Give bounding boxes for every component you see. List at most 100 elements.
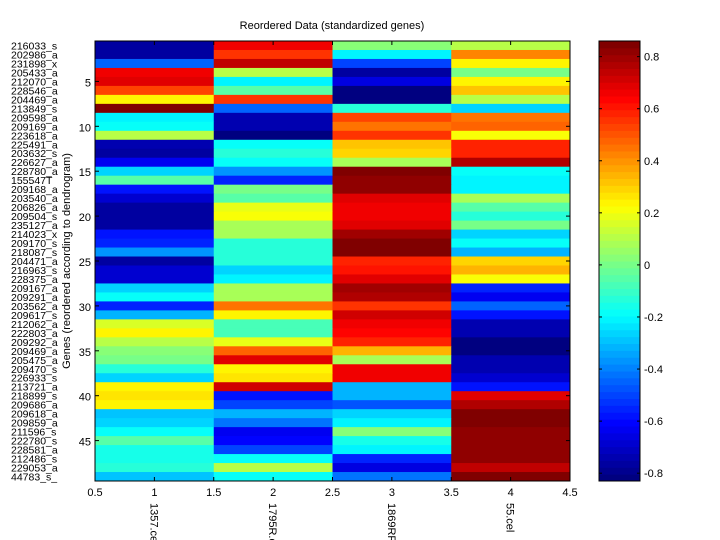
colorbar-band	[599, 116, 640, 124]
heatmap-cell	[451, 157, 571, 168]
row-label: 209504_s	[11, 211, 57, 223]
heatmap-cell	[332, 175, 452, 186]
row-label: 222780_s	[11, 436, 57, 448]
colorbar-band	[599, 102, 640, 111]
colorbar-band	[599, 302, 640, 310]
colorbar-band	[599, 89, 640, 97]
row-label: 231898_x	[11, 58, 58, 70]
heatmap-cell	[451, 427, 571, 437]
heatmap-cell	[95, 58, 215, 69]
row-label: 212486_s	[11, 454, 57, 466]
heatmap-cell	[451, 58, 571, 69]
heatmap-cell	[332, 292, 452, 302]
heatmap-cell	[332, 41, 452, 51]
y-tick-label: 45	[79, 437, 91, 449]
heatmap-cell	[332, 49, 452, 60]
heatmap-cell	[451, 355, 571, 365]
row-label: 228546_a	[11, 85, 58, 97]
heatmap-cell	[451, 328, 571, 338]
colorbar-band	[599, 54, 640, 63]
heatmap-cell	[451, 391, 571, 401]
heatmap-cell	[332, 76, 452, 87]
heatmap-cell	[332, 391, 452, 401]
heatmap-cell	[213, 148, 333, 159]
row-label: 228780_a	[11, 166, 58, 178]
heatmap-cell	[332, 157, 452, 168]
row-label: 212062_a	[11, 319, 58, 331]
colorbar-band	[599, 247, 640, 255]
heatmap-cell	[213, 472, 333, 482]
heatmap-cell	[451, 121, 571, 132]
heatmap-cell	[451, 301, 571, 311]
heatmap-cell	[213, 292, 333, 302]
heatmap-cell	[95, 409, 215, 419]
colorbar-band	[599, 96, 640, 104]
heatmap-cell	[451, 454, 571, 464]
heatmap-cell	[95, 85, 215, 96]
heatmap-cell	[95, 445, 215, 455]
heatmap-cell	[332, 337, 452, 347]
heatmap-cell	[451, 409, 571, 419]
heatmap-cell	[213, 130, 333, 141]
heatmap-cell	[213, 157, 333, 168]
heatmap-cell	[213, 211, 333, 222]
row-label: 228581_a	[11, 445, 58, 457]
row-label: 213849_s	[11, 103, 57, 115]
heatmap-cell	[451, 238, 571, 249]
heatmap-cell	[95, 148, 215, 159]
chart-title: Reordered Data (standardized genes)	[240, 20, 425, 32]
heatmap-cell	[213, 346, 333, 356]
row-label: 206826_a	[11, 202, 58, 214]
heatmap-cell	[451, 292, 571, 302]
colorbar-band	[599, 240, 640, 248]
colorbar-tick-label: -0.4	[644, 364, 663, 376]
colorbar-band	[599, 377, 640, 386]
colorbar-band	[599, 254, 640, 262]
row-label: 228375_a	[11, 274, 58, 286]
heatmap-cell	[95, 112, 215, 123]
colorbar-band	[599, 460, 640, 468]
heatmap-cell	[95, 382, 215, 392]
colorbar-band	[599, 109, 640, 118]
colorbar-band	[599, 426, 640, 434]
row-label: 209169_a	[11, 121, 58, 133]
heatmap-cell	[95, 310, 215, 320]
colorbar-band	[599, 157, 640, 166]
x-tick-label: 4	[508, 487, 514, 499]
colorbar-band	[599, 219, 640, 228]
heatmap-cell	[451, 310, 571, 320]
heatmap-cell	[451, 346, 571, 356]
heatmap-cell	[95, 346, 215, 356]
heatmap-cell	[95, 463, 215, 473]
heatmap-cell	[451, 256, 571, 266]
colorbar-band	[599, 144, 640, 152]
colorbar-band	[599, 474, 640, 482]
colorbar-band	[599, 336, 640, 344]
heatmap-cell	[95, 283, 215, 293]
heatmap-cell	[332, 211, 452, 222]
heatmap-cell	[332, 472, 452, 482]
x-tick-label: 0.5	[87, 487, 102, 499]
heatmap-cell	[213, 58, 333, 69]
colorbar-band	[599, 343, 640, 351]
colorbar-band	[599, 467, 640, 475]
heatmap-cell	[213, 355, 333, 365]
heatmap-cell	[213, 103, 333, 114]
heatmap-cells	[95, 41, 571, 482]
heatmap-cell	[213, 328, 333, 338]
heatmap-cell	[95, 121, 215, 132]
heatmap-cell	[332, 373, 452, 383]
y-axis-label: Genes (reordered according to dendrogram…	[61, 153, 73, 369]
column-label: 1869RR	[385, 503, 397, 540]
colorbar-tick-label: 0.2	[644, 208, 659, 220]
heatmap-cell	[95, 229, 215, 240]
y-tick-label: 10	[79, 122, 91, 134]
heatmap-cell	[213, 229, 333, 240]
heatmap-cell	[451, 148, 571, 159]
heatmap-cell	[213, 166, 333, 177]
colorbar-tick-label: 0.8	[644, 52, 659, 64]
heatmap-cell	[451, 400, 571, 410]
colorbar-band	[599, 185, 640, 193]
heatmap-cell	[451, 418, 571, 428]
